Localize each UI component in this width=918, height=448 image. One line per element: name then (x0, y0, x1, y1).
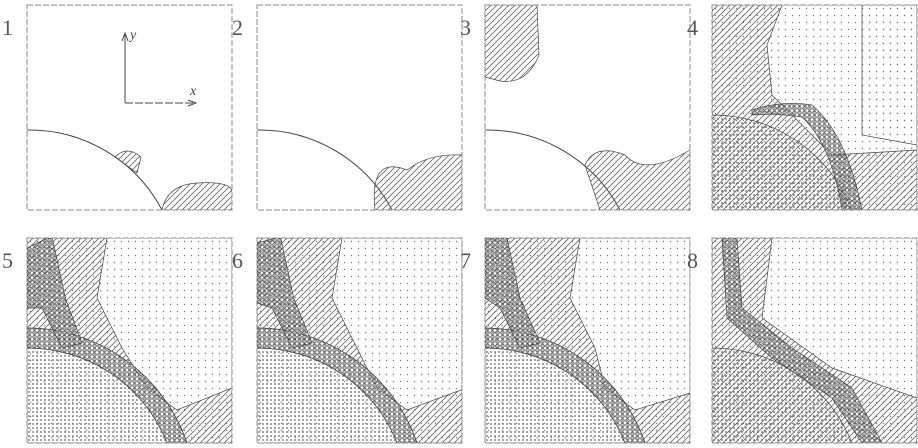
panel-label: 2 (232, 15, 243, 40)
panel (712, 238, 917, 443)
panel-label: 6 (232, 248, 243, 273)
panel (485, 238, 690, 443)
panel-body (257, 5, 462, 210)
panel-body (485, 238, 690, 443)
panel (27, 238, 232, 443)
panel-label: 5 (2, 248, 13, 273)
panel (485, 5, 690, 210)
x-axis-label: x (189, 84, 197, 99)
panel-label: 8 (687, 248, 698, 273)
panel (257, 238, 462, 443)
panel: yx (27, 5, 232, 210)
panel-label: 1 (2, 15, 13, 40)
region-dots (862, 5, 917, 145)
panel-label: 4 (687, 15, 698, 40)
figure: 1yx2345678 (0, 0, 918, 448)
y-axis-label: y (128, 28, 137, 43)
panel-body (485, 5, 690, 210)
panel-body (27, 238, 232, 443)
panel-body (257, 238, 462, 443)
panel (257, 5, 462, 210)
panel (712, 5, 917, 210)
panel-label: 7 (460, 248, 471, 273)
panel-body (712, 5, 917, 210)
panel-label: 3 (460, 15, 471, 40)
panel-body (712, 238, 917, 443)
